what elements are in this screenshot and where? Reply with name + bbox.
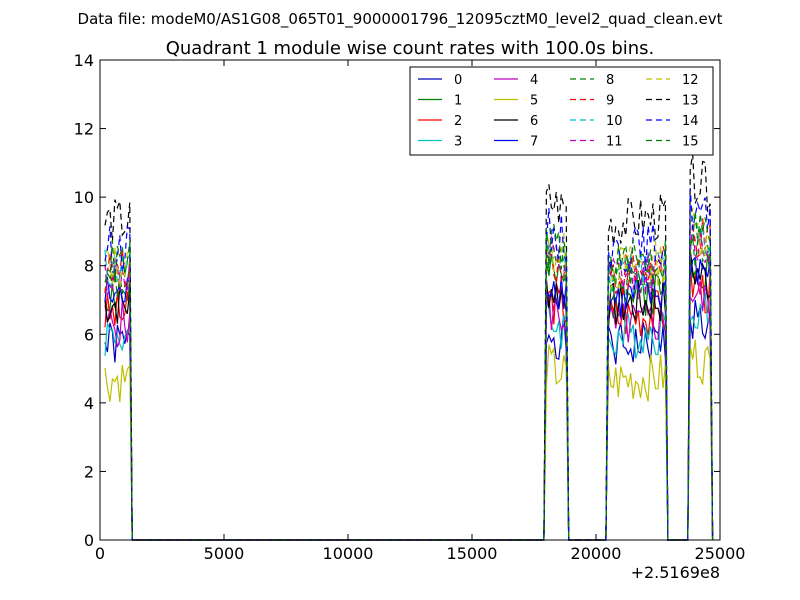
legend-label-5: 5 [530, 94, 538, 109]
series-line-10 [104, 211, 714, 541]
y-tick-label: 12 [74, 120, 94, 139]
x-tick-label: 15000 [447, 544, 498, 563]
series-line-5 [104, 339, 714, 541]
series-line-12 [104, 207, 714, 541]
y-tick-label: 0 [84, 531, 94, 550]
y-tick-label: 6 [84, 325, 94, 344]
x-offset-label: +2.5169e8 [631, 563, 720, 582]
legend-label-15: 15 [682, 135, 699, 150]
legend-label-12: 12 [682, 73, 699, 88]
legend-label-11: 11 [606, 135, 623, 150]
chart-title: Quadrant 1 module wise count rates with … [166, 38, 655, 59]
legend-label-14: 14 [682, 114, 699, 129]
series-line-11 [104, 222, 714, 541]
legend-box [409, 66, 714, 156]
suptitle: Data file: modeM0/AS1G08_065T01_90000017… [78, 10, 723, 29]
x-tick-label: 0 [95, 544, 105, 563]
legend-label-10: 10 [606, 114, 623, 129]
legend-label-7: 7 [530, 135, 538, 150]
legend-label-2: 2 [454, 114, 462, 129]
y-tick-label: 14 [74, 51, 94, 70]
legend-label-13: 13 [682, 94, 699, 109]
legend-label-8: 8 [606, 73, 614, 88]
series-line-15 [104, 211, 714, 541]
y-tick-label: 2 [84, 462, 94, 481]
series-line-6 [104, 249, 714, 541]
x-tick-label: 25000 [695, 544, 746, 563]
plot-lines [104, 154, 714, 541]
y-tick-label: 4 [84, 394, 94, 413]
legend-label-1: 1 [454, 94, 462, 109]
y-tick-label: 10 [74, 188, 94, 207]
legend-label-4: 4 [530, 73, 538, 88]
series-line-14 [104, 188, 714, 541]
legend-label-6: 6 [530, 114, 538, 129]
x-tick-label: 20000 [571, 544, 622, 563]
legend-label-3: 3 [454, 135, 462, 150]
x-axis: 0 5000 10000 15000 20000 25000 [95, 60, 746, 563]
y-tick-label: 8 [84, 257, 94, 276]
series-line-9 [104, 218, 714, 541]
x-tick-label: 10000 [323, 544, 374, 563]
legend-label-9: 9 [606, 94, 614, 109]
series-line-13 [104, 154, 714, 541]
axes-frame [99, 59, 721, 541]
series-line-0 [104, 300, 714, 541]
x-tick-label: 5000 [204, 544, 245, 563]
legend-label-0: 0 [454, 73, 462, 88]
